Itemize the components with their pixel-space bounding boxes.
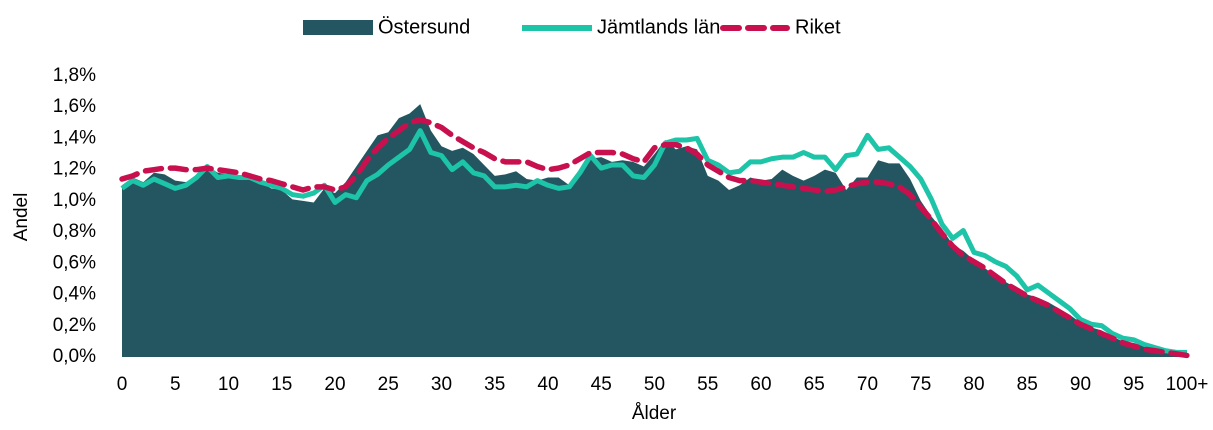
x-tick-label: 5 — [170, 374, 181, 395]
legend-label: Riket — [795, 16, 841, 38]
y-tick-label: 1,4% — [53, 127, 96, 148]
x-tick-label: 40 — [537, 374, 558, 395]
x-tick-label: 10 — [218, 374, 239, 395]
x-tick-label: 30 — [431, 374, 452, 395]
x-tick-label: 80 — [963, 374, 984, 395]
x-tick-label: 95 — [1123, 374, 1144, 395]
y-tick-label: 0,2% — [53, 315, 96, 336]
y-tick-label: 1,0% — [53, 190, 96, 211]
y-tick-label: 1,2% — [53, 159, 96, 180]
x-tick-label: 100+ — [1166, 374, 1209, 395]
x-tick-label: 85 — [1017, 374, 1038, 395]
x-tick-label: 65 — [804, 374, 825, 395]
x-tick-label: 75 — [910, 374, 931, 395]
x-tick-label: 20 — [324, 374, 345, 395]
legend-label: Jämtlands län — [597, 16, 720, 38]
y-tick-label: 0,4% — [53, 284, 96, 305]
x-tick-label: 0 — [117, 374, 128, 395]
area — [122, 104, 1187, 357]
x-tick-label: 55 — [697, 374, 718, 395]
x-tick-label: 45 — [591, 374, 612, 395]
x-tick-label: 60 — [750, 374, 771, 395]
legend-swatch — [303, 20, 373, 35]
x-tick-label: 35 — [484, 374, 505, 395]
line — [120, 128, 1187, 355]
y-tick-label: 1,6% — [53, 96, 96, 117]
x-tick-label: 70 — [857, 374, 878, 395]
y-tick-label: 0,0% — [53, 346, 96, 367]
x-tick-label: 90 — [1070, 374, 1091, 395]
x-axis-title: Ålder — [632, 403, 677, 424]
y-tick-label: 0,6% — [53, 252, 96, 273]
y-tick-label: 0,8% — [53, 221, 96, 242]
legend-label: Östersund — [378, 16, 470, 38]
x-tick-label: 15 — [271, 374, 292, 395]
x-tick-label: 25 — [378, 374, 399, 395]
x-tick-label: 50 — [644, 374, 665, 395]
line — [119, 116, 1190, 359]
y-tick-label: 1,8% — [53, 65, 96, 86]
y-axis-title: Andel — [11, 193, 32, 242]
